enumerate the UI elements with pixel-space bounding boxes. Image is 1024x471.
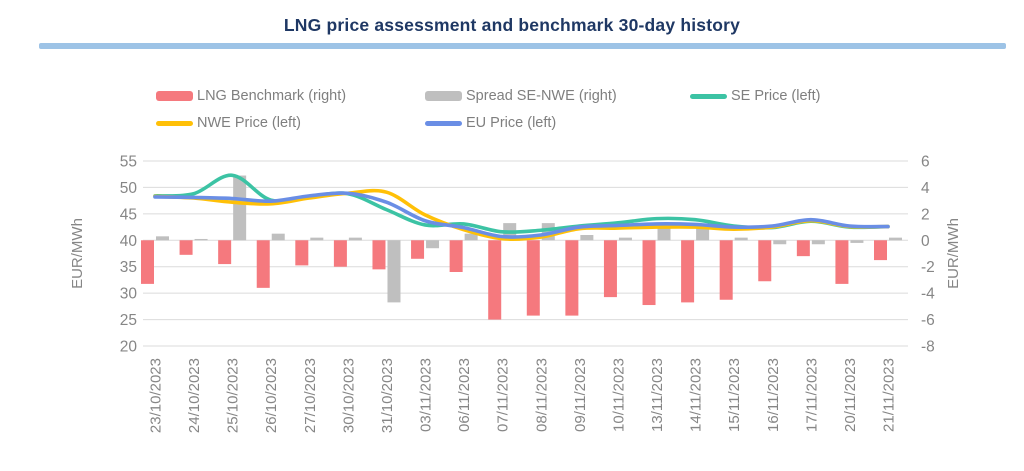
x-axis-label: 16/11/2023 xyxy=(765,358,782,432)
legend-item-spread-se-nwe: Spread SE-NWE (right) xyxy=(425,88,617,104)
bar-spread-se-nwe xyxy=(271,233,285,241)
legend-label: EU Price (left) xyxy=(466,115,557,131)
left-axis-tick: 55 xyxy=(120,154,137,171)
bar-lng-benchmark xyxy=(256,240,270,288)
bar-spread-se-nwe xyxy=(580,235,594,241)
right-axis-tick: 2 xyxy=(921,206,930,223)
right-axis-tick: -6 xyxy=(921,312,935,329)
bar-lng-benchmark xyxy=(179,240,193,255)
bar-spread-se-nwe xyxy=(426,240,440,249)
left-axis-tick: 30 xyxy=(120,286,138,303)
x-axis-label: 27/10/2023 xyxy=(302,358,319,433)
bar-lng-benchmark xyxy=(411,240,425,259)
bar-lng-benchmark xyxy=(141,240,154,284)
x-axis-label: 25/10/2023 xyxy=(225,358,242,433)
bar-lng-benchmark xyxy=(758,240,772,282)
chart-title: LNG price assessment and benchmark 30-da… xyxy=(283,15,741,35)
bar-lng-benchmark xyxy=(835,240,849,284)
eu-price-swatch xyxy=(425,120,462,126)
right-axis-tick: -4 xyxy=(921,286,935,303)
bar-spread-se-nwe xyxy=(657,228,671,241)
bar-spread-se-nwe xyxy=(310,237,324,241)
x-axis-label: 24/10/2023 xyxy=(186,358,203,433)
bar-lng-benchmark xyxy=(372,240,386,270)
x-axis-label: 10/11/2023 xyxy=(610,358,627,432)
x-axis-label: 31/10/2023 xyxy=(379,358,396,433)
left-axis-tick: 40 xyxy=(120,233,138,250)
x-axis-label: 20/11/2023 xyxy=(842,358,859,432)
bar-spread-se-nwe xyxy=(850,240,864,243)
right-axis-tick: 4 xyxy=(921,180,930,197)
bar-lng-benchmark xyxy=(642,240,656,306)
legend-label: NWE Price (left) xyxy=(197,115,301,131)
bar-lng-benchmark xyxy=(333,240,347,267)
x-axis-label: 30/10/2023 xyxy=(340,358,357,433)
bar-spread-se-nwe xyxy=(773,240,787,245)
legend-label: Spread SE-NWE (right) xyxy=(466,88,617,104)
nwe-price-swatch xyxy=(156,120,193,126)
left-axis-tick: 20 xyxy=(120,339,138,356)
x-axis-label: 23/10/2023 xyxy=(148,358,165,433)
bar-lng-benchmark xyxy=(874,240,887,261)
bar-spread-se-nwe xyxy=(618,237,632,241)
legend-item-nwe-price: NWE Price (left) xyxy=(156,115,301,131)
lng-benchmark-swatch xyxy=(156,91,193,101)
x-axis-label: 06/11/2023 xyxy=(456,358,473,432)
legend-label: SE Price (left) xyxy=(731,88,821,104)
spread-se-nwe-swatch xyxy=(425,91,462,101)
bar-lng-benchmark xyxy=(449,240,463,272)
bar-spread-se-nwe xyxy=(889,237,902,241)
x-axis-label: 08/11/2023 xyxy=(533,358,550,432)
se-price-swatch xyxy=(690,93,727,99)
left-axis-tick: 25 xyxy=(120,312,137,329)
bar-lng-benchmark xyxy=(295,240,309,266)
x-axis-label: 21/11/2023 xyxy=(881,358,898,432)
line-eu-price-left xyxy=(153,191,890,239)
x-axis-label: 13/11/2023 xyxy=(649,358,666,432)
bar-lng-benchmark xyxy=(681,240,695,303)
bar-lng-benchmark xyxy=(488,240,502,320)
right-axis-title: EUR/MWh xyxy=(945,218,962,289)
legend-item-lng-benchmark: LNG Benchmark (right) xyxy=(156,88,346,104)
x-axis-label: 09/11/2023 xyxy=(572,358,589,432)
bar-spread-se-nwe xyxy=(233,175,247,241)
x-axis-label: 07/11/2023 xyxy=(495,358,512,432)
legend-item-se-price: SE Price (left) xyxy=(690,88,820,104)
bar-spread-se-nwe xyxy=(387,240,401,303)
x-axis-label: 26/10/2023 xyxy=(263,358,280,433)
bar-spread-se-nwe xyxy=(734,237,748,241)
left-axis-tick: 50 xyxy=(120,180,138,197)
left-axis-title: EUR/MWh xyxy=(69,218,86,289)
x-axis-label: 17/11/2023 xyxy=(803,358,820,432)
right-axis-tick: 6 xyxy=(921,154,930,171)
bar-lng-benchmark xyxy=(218,240,232,265)
right-axis-tick: 0 xyxy=(921,233,930,250)
left-axis-tick: 45 xyxy=(120,206,137,223)
title-underline-rule xyxy=(39,43,1006,49)
legend-label: LNG Benchmark (right) xyxy=(197,88,347,104)
bar-lng-benchmark xyxy=(603,240,617,298)
bar-spread-se-nwe xyxy=(348,237,362,241)
bar-lng-benchmark xyxy=(526,240,540,316)
bar-spread-se-nwe xyxy=(811,240,825,245)
legend-item-eu-price: EU Price (left) xyxy=(425,115,556,131)
right-axis-tick: -2 xyxy=(921,259,935,276)
right-axis-tick: -8 xyxy=(921,339,935,356)
x-axis-label: 15/11/2023 xyxy=(726,358,743,432)
bar-spread-se-nwe xyxy=(194,238,208,241)
bar-spread-se-nwe xyxy=(156,236,169,241)
bar-lng-benchmark xyxy=(565,240,579,316)
x-axis-label: 03/11/2023 xyxy=(418,358,435,432)
left-axis-tick: 35 xyxy=(120,259,137,276)
bar-spread-se-nwe xyxy=(696,228,710,241)
bar-lng-benchmark xyxy=(796,240,810,257)
bar-spread-se-nwe xyxy=(464,233,478,241)
bar-lng-benchmark xyxy=(719,240,733,300)
x-axis-label: 14/11/2023 xyxy=(688,358,705,432)
